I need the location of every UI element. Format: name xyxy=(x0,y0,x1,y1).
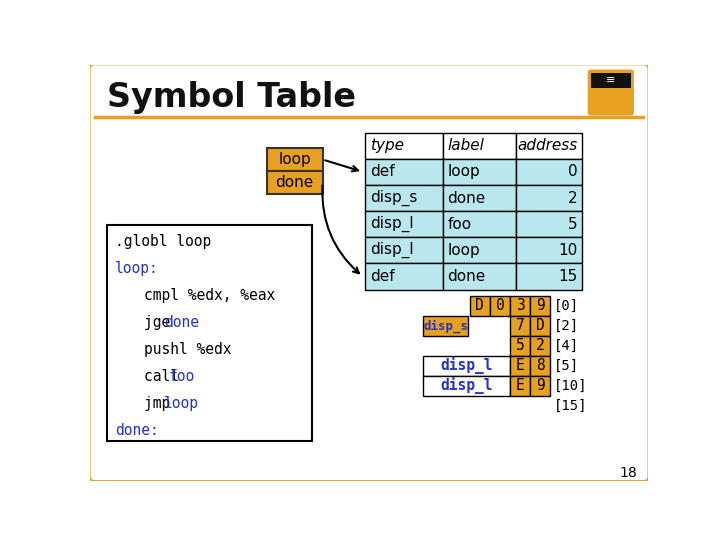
Text: done: done xyxy=(276,175,314,190)
Text: 5: 5 xyxy=(516,339,524,353)
Text: 3: 3 xyxy=(516,298,524,313)
Text: .globl loop: .globl loop xyxy=(114,234,211,249)
Bar xyxy=(530,336,550,356)
Bar xyxy=(516,185,582,211)
Text: label: label xyxy=(447,138,484,153)
Text: 5: 5 xyxy=(568,217,577,232)
Text: loop: loop xyxy=(164,396,199,411)
Bar xyxy=(423,316,468,336)
Bar xyxy=(469,296,490,316)
Bar xyxy=(516,237,582,264)
Text: pushl %edx: pushl %edx xyxy=(144,342,232,357)
Text: done: done xyxy=(164,315,199,330)
Text: cmpl %edx, %eax: cmpl %edx, %eax xyxy=(144,288,276,303)
Text: call: call xyxy=(144,369,188,384)
Bar xyxy=(423,376,510,396)
Text: done: done xyxy=(447,191,485,206)
Text: jmp: jmp xyxy=(144,396,179,411)
Polygon shape xyxy=(595,97,626,112)
Bar xyxy=(530,296,550,316)
Bar xyxy=(107,225,312,441)
Bar xyxy=(365,237,443,264)
Text: 18: 18 xyxy=(619,466,637,480)
Text: address: address xyxy=(517,138,577,153)
Bar xyxy=(510,376,530,396)
Text: type: type xyxy=(370,138,404,153)
Bar xyxy=(516,159,582,185)
Text: 15: 15 xyxy=(558,269,577,284)
Text: loop: loop xyxy=(278,152,311,167)
Text: [4]: [4] xyxy=(554,339,579,353)
Text: [10]: [10] xyxy=(554,379,587,393)
Bar xyxy=(443,185,516,211)
Text: done:: done: xyxy=(114,423,158,438)
Text: [5]: [5] xyxy=(554,359,579,373)
Text: 8: 8 xyxy=(536,359,544,373)
Bar xyxy=(516,132,582,159)
Bar xyxy=(516,211,582,237)
Text: loop: loop xyxy=(447,164,480,179)
Text: D: D xyxy=(475,298,484,313)
Bar xyxy=(490,296,510,316)
Text: loop: loop xyxy=(447,243,480,258)
Text: disp_l: disp_l xyxy=(441,357,493,374)
Bar xyxy=(443,264,516,289)
Bar xyxy=(530,376,550,396)
Bar xyxy=(365,211,443,237)
Text: [0]: [0] xyxy=(554,299,579,313)
Bar xyxy=(365,132,443,159)
Text: disp_l: disp_l xyxy=(441,377,493,394)
Text: 2: 2 xyxy=(568,191,577,206)
Text: disp_s: disp_s xyxy=(370,190,417,206)
Bar xyxy=(443,237,516,264)
Text: done: done xyxy=(447,269,485,284)
Bar xyxy=(510,296,530,316)
Bar xyxy=(530,316,550,336)
Bar xyxy=(443,211,516,237)
Bar xyxy=(365,185,443,211)
Bar xyxy=(510,316,530,336)
Text: 9: 9 xyxy=(536,298,544,313)
Text: def: def xyxy=(370,269,395,284)
Text: E: E xyxy=(516,359,524,373)
Text: 9: 9 xyxy=(536,379,544,394)
Text: 0: 0 xyxy=(568,164,577,179)
Bar xyxy=(510,336,530,356)
Bar xyxy=(365,159,443,185)
Text: E: E xyxy=(516,379,524,394)
Bar xyxy=(590,72,631,88)
Bar xyxy=(443,159,516,185)
Bar xyxy=(365,264,443,289)
FancyBboxPatch shape xyxy=(89,63,649,482)
Text: foo: foo xyxy=(169,369,195,384)
Text: 2: 2 xyxy=(536,339,544,353)
Text: 10: 10 xyxy=(558,243,577,258)
Text: D: D xyxy=(536,319,544,333)
Text: disp_l: disp_l xyxy=(370,216,413,232)
Bar xyxy=(423,356,510,376)
Text: ≡: ≡ xyxy=(606,75,616,85)
Bar xyxy=(266,171,323,194)
Text: jge: jge xyxy=(144,315,179,330)
Text: Symbol Table: Symbol Table xyxy=(107,80,356,113)
Text: def: def xyxy=(370,164,395,179)
Text: disp_s: disp_s xyxy=(423,319,468,333)
Text: [2]: [2] xyxy=(554,319,579,333)
Bar xyxy=(516,264,582,289)
Bar xyxy=(443,132,516,159)
Text: 7: 7 xyxy=(516,319,524,333)
Bar xyxy=(530,356,550,376)
Text: foo: foo xyxy=(447,217,472,232)
Text: [15]: [15] xyxy=(554,399,587,413)
FancyBboxPatch shape xyxy=(589,71,632,114)
Text: 0: 0 xyxy=(495,298,504,313)
Text: disp_l: disp_l xyxy=(370,242,413,259)
Bar xyxy=(266,148,323,171)
Bar xyxy=(510,356,530,376)
Text: loop:: loop: xyxy=(114,261,158,276)
